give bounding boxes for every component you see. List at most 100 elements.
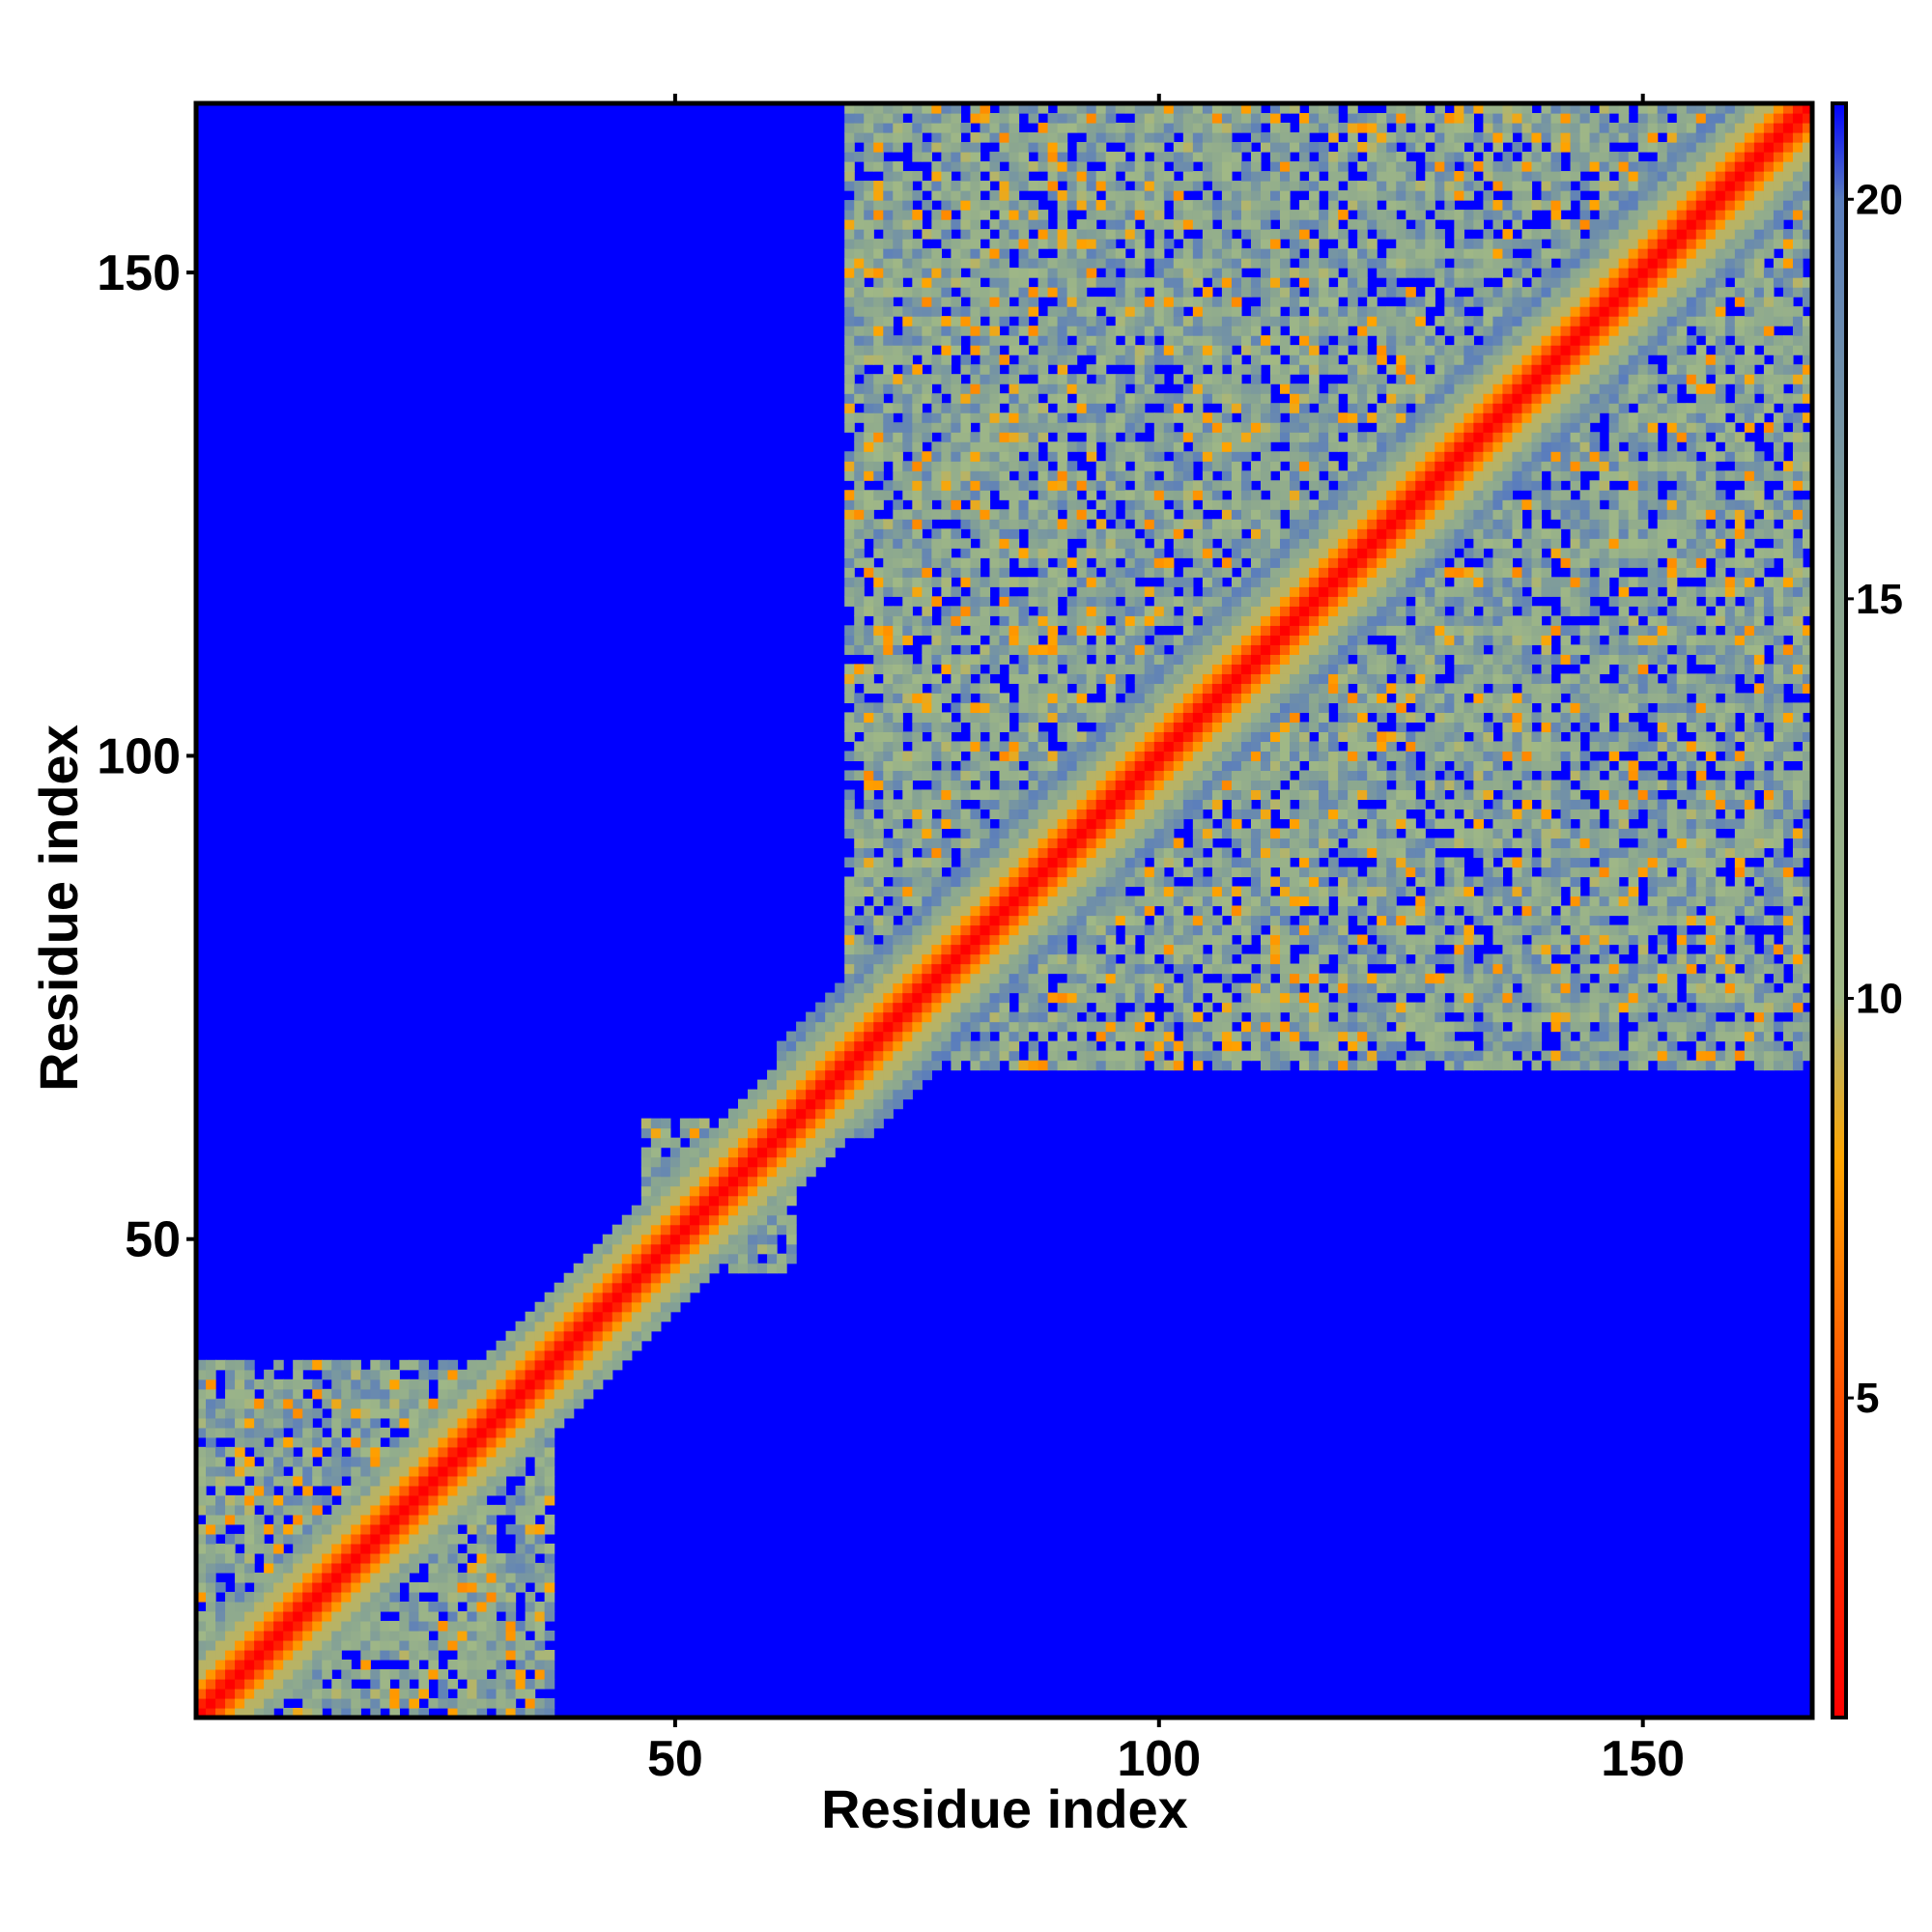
heatmap-cell	[893, 1021, 903, 1033]
heatmap-cell	[505, 1427, 517, 1438]
heatmap-cell	[1134, 171, 1146, 182]
heatmap-cell	[1105, 828, 1117, 839]
heatmap-cell	[525, 1543, 536, 1554]
heatmap-cell	[1192, 944, 1204, 955]
heatmap-cell	[844, 1002, 855, 1013]
heatmap-cell	[989, 712, 1001, 723]
heatmap-cell	[360, 1427, 371, 1438]
heatmap-cell	[718, 1253, 729, 1264]
heatmap-cell	[1163, 123, 1175, 133]
heatmap-cell	[1028, 886, 1039, 897]
heatmap-cell	[960, 924, 972, 936]
heatmap-cell	[351, 1514, 361, 1525]
heatmap-cell	[1028, 210, 1039, 220]
heatmap-cell	[951, 384, 962, 394]
heatmap-cell	[980, 847, 991, 859]
heatmap-cell	[1047, 664, 1059, 674]
heatmap-cell	[970, 548, 981, 558]
heatmap-cell	[457, 1552, 469, 1564]
heatmap-cell	[786, 1147, 797, 1158]
heatmap-cell	[902, 886, 913, 897]
heatmap-cell	[941, 780, 952, 791]
heatmap-cell	[1182, 335, 1194, 346]
heatmap-cell	[893, 374, 903, 384]
heatmap-cell	[864, 780, 874, 791]
heatmap-cell	[1047, 335, 1059, 346]
heatmap-cell	[496, 1407, 507, 1419]
heatmap-cell	[796, 1050, 807, 1062]
heatmap-cell	[1134, 190, 1146, 201]
heatmap-cell	[912, 490, 923, 500]
heatmap-cell	[1163, 654, 1175, 665]
heatmap-cell	[1134, 625, 1146, 636]
heatmap-cell	[941, 258, 952, 269]
heatmap-cell	[273, 1378, 284, 1390]
heatmap-cell	[1144, 412, 1155, 423]
heatmap-cell	[1009, 268, 1020, 278]
heatmap-cell	[796, 1108, 807, 1120]
heatmap-cell	[1192, 123, 1204, 133]
heatmap-cell	[922, 857, 932, 868]
heatmap-cell	[893, 751, 903, 762]
heatmap-cell	[883, 915, 894, 926]
heatmap-cell	[370, 1494, 381, 1506]
heatmap-cell	[989, 297, 1001, 307]
heatmap-cell	[757, 1185, 768, 1197]
heatmap-cell	[1163, 702, 1175, 713]
heatmap-cell	[1153, 316, 1165, 327]
heatmap-cell	[486, 1388, 497, 1400]
heatmap-cell	[283, 1639, 294, 1651]
heatmap-cell	[951, 258, 962, 269]
heatmap-cell	[970, 519, 981, 529]
heatmap-cell	[1124, 741, 1136, 753]
heatmap-cell	[980, 200, 991, 211]
heatmap-cell	[1182, 847, 1194, 859]
heatmap-cell	[970, 567, 981, 578]
heatmap-cell	[409, 1562, 420, 1574]
heatmap-cell	[931, 722, 942, 732]
heatmap-cell	[225, 1378, 236, 1390]
heatmap-cell	[660, 1301, 671, 1313]
heatmap-cell	[902, 393, 913, 404]
heatmap-cell	[854, 693, 865, 703]
heatmap-cell	[244, 1688, 255, 1699]
heatmap-cell	[428, 1494, 440, 1506]
heatmap-cell	[999, 577, 1010, 587]
heatmap-cell	[698, 1224, 710, 1236]
heatmap-cell	[1115, 635, 1126, 645]
heatmap-cell	[1115, 567, 1126, 578]
heatmap-cell	[1057, 924, 1068, 936]
heatmap-cell	[883, 606, 894, 616]
heatmap-cell	[854, 1050, 865, 1062]
heatmap-cell	[428, 1572, 440, 1583]
heatmap-cell	[960, 277, 972, 288]
heatmap-cell	[621, 1214, 633, 1226]
heatmap-cell	[999, 625, 1010, 636]
heatmap-cell	[970, 200, 981, 211]
heatmap-cell	[980, 722, 991, 732]
heatmap-cell	[718, 1176, 729, 1187]
heatmap-cell	[1037, 219, 1049, 230]
heatmap-cell	[360, 1620, 371, 1632]
heatmap-cell	[1144, 924, 1155, 936]
heatmap-cell	[1144, 103, 1155, 114]
heatmap-cell	[1105, 441, 1117, 452]
heatmap-cell	[1018, 683, 1030, 694]
heatmap-cell	[1037, 867, 1049, 878]
heatmap-cell	[447, 1514, 459, 1525]
heatmap-cell	[1037, 123, 1049, 133]
heatmap-cell	[457, 1436, 469, 1448]
heatmap-cell	[980, 963, 991, 975]
heatmap-cell	[486, 1697, 497, 1709]
heatmap-cell	[1173, 219, 1184, 230]
heatmap-cell	[854, 712, 865, 723]
heatmap-cell	[970, 992, 981, 1004]
heatmap-cell	[1105, 625, 1117, 636]
heatmap-cell	[941, 461, 952, 471]
heatmap-cell	[844, 161, 855, 172]
heatmap-cell	[1134, 384, 1146, 394]
heatmap-cell	[1018, 673, 1030, 684]
heatmap-cell	[1192, 886, 1204, 897]
heatmap-cell	[883, 780, 894, 791]
heatmap-cell	[264, 1649, 274, 1661]
